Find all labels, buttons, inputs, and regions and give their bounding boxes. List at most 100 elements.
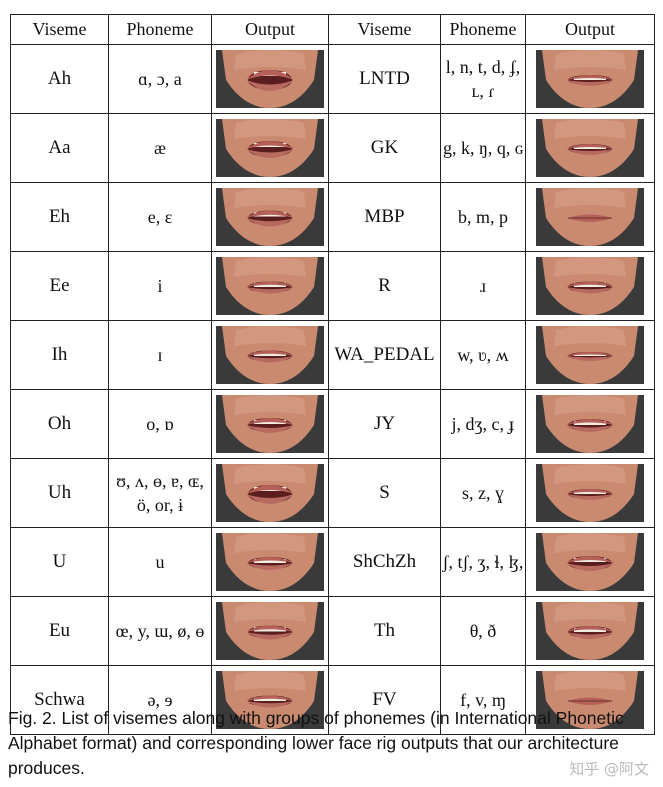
phoneme-cell: æ — [108, 113, 212, 183]
output-cell — [525, 596, 655, 666]
output-cell — [211, 320, 329, 390]
viseme-cell: U — [10, 527, 109, 597]
table-row: Eu œ, y, ɯ, ø, ɵ Th θ, ð — [10, 596, 655, 666]
face-rig-output — [536, 395, 644, 453]
face-rig-output — [216, 671, 324, 729]
viseme-cell: Aa — [10, 113, 109, 183]
header-output: Output — [525, 14, 655, 45]
phoneme-cell: ʊ, ʌ, ɵ, ɐ, ɶ, ö, or, ɨ — [108, 458, 212, 528]
viseme-cell: LNTD — [328, 44, 441, 114]
viseme-cell: Eh — [10, 182, 109, 252]
output-cell — [211, 251, 329, 321]
phoneme-cell: s, z, ɣ — [440, 458, 526, 528]
viseme-cell: Oh — [10, 389, 109, 459]
viseme-cell: S — [328, 458, 441, 528]
output-cell — [525, 458, 655, 528]
output-cell — [525, 113, 655, 183]
header-output: Output — [211, 14, 329, 45]
output-cell — [211, 389, 329, 459]
header-viseme: Viseme — [328, 14, 441, 45]
phoneme-cell: ɑ, ɔ, a — [108, 44, 212, 114]
phoneme-cell: b, m, p — [440, 182, 526, 252]
output-cell — [211, 596, 329, 666]
table-row: Ih ɪ WA_PEDAL w, ʋ, ʍ — [10, 320, 655, 390]
output-cell — [525, 182, 655, 252]
phoneme-cell: œ, y, ɯ, ø, ɵ — [108, 596, 212, 666]
viseme-cell: Eu — [10, 596, 109, 666]
phoneme-cell: ɪ — [108, 320, 212, 390]
face-rig-output — [216, 602, 324, 660]
table-row: Eh e, ɛ MBP b, m, p — [10, 182, 655, 252]
face-rig-output — [536, 188, 644, 246]
viseme-cell: GK — [328, 113, 441, 183]
output-cell — [211, 527, 329, 597]
phoneme-cell: l, n, t, d, ʄ, ʟ, ɾ — [440, 44, 526, 114]
table-row: Uh ʊ, ʌ, ɵ, ɐ, ɶ, ö, or, ɨ S s, z, ɣ — [10, 458, 655, 528]
watermark: 知乎 @阿文 — [569, 760, 649, 778]
viseme-cell: ShChZh — [328, 527, 441, 597]
face-rig-output — [216, 326, 324, 384]
face-rig-output — [536, 257, 644, 315]
output-cell — [525, 320, 655, 390]
phoneme-cell: ɹ — [440, 251, 526, 321]
viseme-cell: WA_PEDAL — [328, 320, 441, 390]
face-rig-output — [216, 464, 324, 522]
table-row: Aa æ GK g, k, ŋ, q, ɢ — [10, 113, 655, 183]
viseme-cell: Uh — [10, 458, 109, 528]
table-row: Ee i R ɹ — [10, 251, 655, 321]
face-rig-output — [536, 602, 644, 660]
header-phoneme: Phoneme — [108, 14, 212, 45]
face-rig-output — [536, 533, 644, 591]
phoneme-cell: w, ʋ, ʍ — [440, 320, 526, 390]
face-rig-output — [216, 50, 324, 108]
header-viseme: Viseme — [10, 14, 109, 45]
face-rig-output — [536, 50, 644, 108]
face-rig-output — [536, 671, 644, 729]
viseme-cell: MBP — [328, 182, 441, 252]
viseme-cell: JY — [328, 389, 441, 459]
header-phoneme: Phoneme — [440, 14, 526, 45]
output-cell — [211, 665, 329, 735]
viseme-cell: Schwa — [10, 665, 109, 735]
viseme-cell: FV — [328, 665, 441, 735]
table-row: U u ShChZh ʃ, tʃ, ʒ, ɬ, ɮ, — [10, 527, 655, 597]
face-rig-output — [216, 188, 324, 246]
face-rig-output — [536, 119, 644, 177]
viseme-cell: Th — [328, 596, 441, 666]
table-row: Oh o, ɒ JY j, dʒ, c, ɟ — [10, 389, 655, 459]
viseme-table: Viseme Phoneme Output Viseme Phoneme Out… — [10, 14, 655, 735]
viseme-cell: Ee — [10, 251, 109, 321]
phoneme-cell: u — [108, 527, 212, 597]
figure-caption: Fig. 2. List of visemes along with group… — [8, 708, 624, 778]
output-cell — [211, 113, 329, 183]
viseme-cell: Ih — [10, 320, 109, 390]
viseme-cell: R — [328, 251, 441, 321]
phoneme-cell: j, dʒ, c, ɟ — [440, 389, 526, 459]
face-rig-output — [216, 257, 324, 315]
phoneme-cell: ə, ɘ — [108, 665, 212, 735]
phoneme-cell: θ, ð — [440, 596, 526, 666]
table-row: Schwa ə, ɘ FV f, v, ɱ — [10, 665, 655, 735]
face-rig-output — [536, 326, 644, 384]
output-cell — [211, 458, 329, 528]
face-rig-output — [216, 395, 324, 453]
output-cell — [525, 527, 655, 597]
table-row: Ah ɑ, ɔ, a LNTD l, n, t, d, ʄ, ʟ, ɾ — [10, 44, 655, 114]
output-cell — [525, 251, 655, 321]
face-rig-output — [536, 464, 644, 522]
face-rig-output — [216, 533, 324, 591]
phoneme-cell: g, k, ŋ, q, ɢ — [440, 113, 526, 183]
phoneme-cell: o, ɒ — [108, 389, 212, 459]
face-rig-output — [216, 119, 324, 177]
viseme-cell: Ah — [10, 44, 109, 114]
phoneme-cell: i — [108, 251, 212, 321]
output-cell — [211, 182, 329, 252]
phoneme-cell: ʃ, tʃ, ʒ, ɬ, ɮ, — [440, 527, 526, 597]
phoneme-cell: f, v, ɱ — [440, 665, 526, 735]
output-cell — [525, 44, 655, 114]
output-cell — [211, 44, 329, 114]
output-cell — [525, 389, 655, 459]
output-cell — [525, 665, 655, 735]
phoneme-cell: e, ɛ — [108, 182, 212, 252]
header-row: Viseme Phoneme Output Viseme Phoneme Out… — [10, 14, 655, 45]
